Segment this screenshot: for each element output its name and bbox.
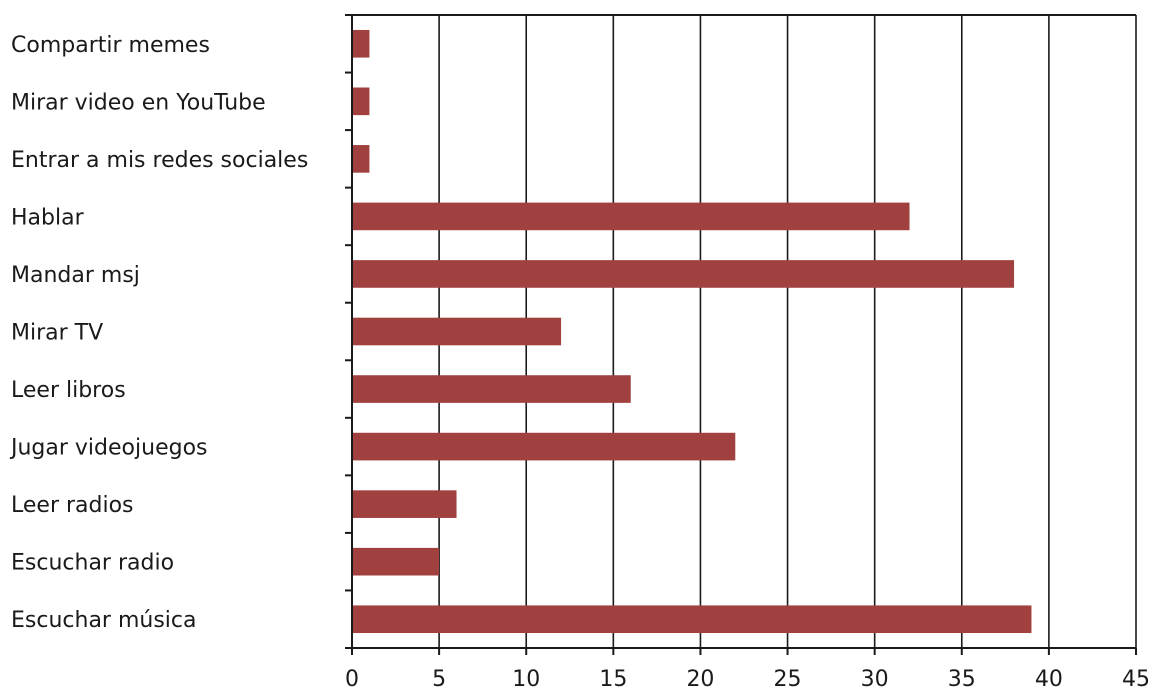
category-label: Compartir memes: [11, 33, 210, 58]
bar-entrar-a-mis-redes-sociales: [352, 145, 370, 173]
bar-layer: [352, 29, 1032, 634]
x-tick-label: 5: [432, 667, 446, 692]
x-tick-label: 35: [948, 667, 976, 692]
bar-hablar: [352, 202, 910, 231]
category-label: Entrar a mis redes sociales: [11, 148, 308, 173]
bar-compartir-memes: [352, 29, 370, 58]
category-label: Mandar msj: [11, 263, 140, 288]
bar-leer-libros: [352, 375, 631, 403]
category-label: Mirar video en YouTube: [11, 90, 266, 115]
bar-mirar-tv: [352, 317, 562, 346]
category-label: Leer libros: [11, 378, 126, 403]
x-tick-label: 20: [686, 667, 714, 692]
category-label: Hablar: [11, 205, 85, 230]
category-label: Jugar videojuegos: [9, 436, 208, 461]
x-tick-label: 25: [774, 667, 802, 692]
grid-layer: [438, 15, 1137, 648]
x-tick-label: 15: [599, 667, 627, 692]
x-tick-label: 0: [345, 667, 359, 692]
axis-layer: [345, 14, 1137, 655]
category-label: Mirar TV: [11, 321, 103, 346]
x-tick-label: 40: [1035, 667, 1063, 692]
bar-mirar-video-en-youtube: [352, 87, 370, 116]
x-tick-label: 45: [1122, 667, 1150, 692]
bar-leer-radios: [352, 490, 457, 518]
bar-escuchar-m-sica: [352, 605, 1032, 634]
category-label: Escuchar radio: [11, 551, 174, 576]
bar-mandar-msj: [352, 260, 1015, 288]
bar-escuchar-radio: [352, 547, 440, 576]
x-tick-label: 30: [861, 667, 889, 692]
category-label: Leer radios: [11, 493, 134, 518]
category-label: Escuchar música: [11, 608, 197, 633]
x-tick-label: 10: [512, 667, 540, 692]
bar-jugar-videojuegos: [352, 432, 736, 461]
label-layer: 0 5 10 15 20 25 30 35 40 45 Compartir memes Mirar v…: [9, 33, 1150, 692]
